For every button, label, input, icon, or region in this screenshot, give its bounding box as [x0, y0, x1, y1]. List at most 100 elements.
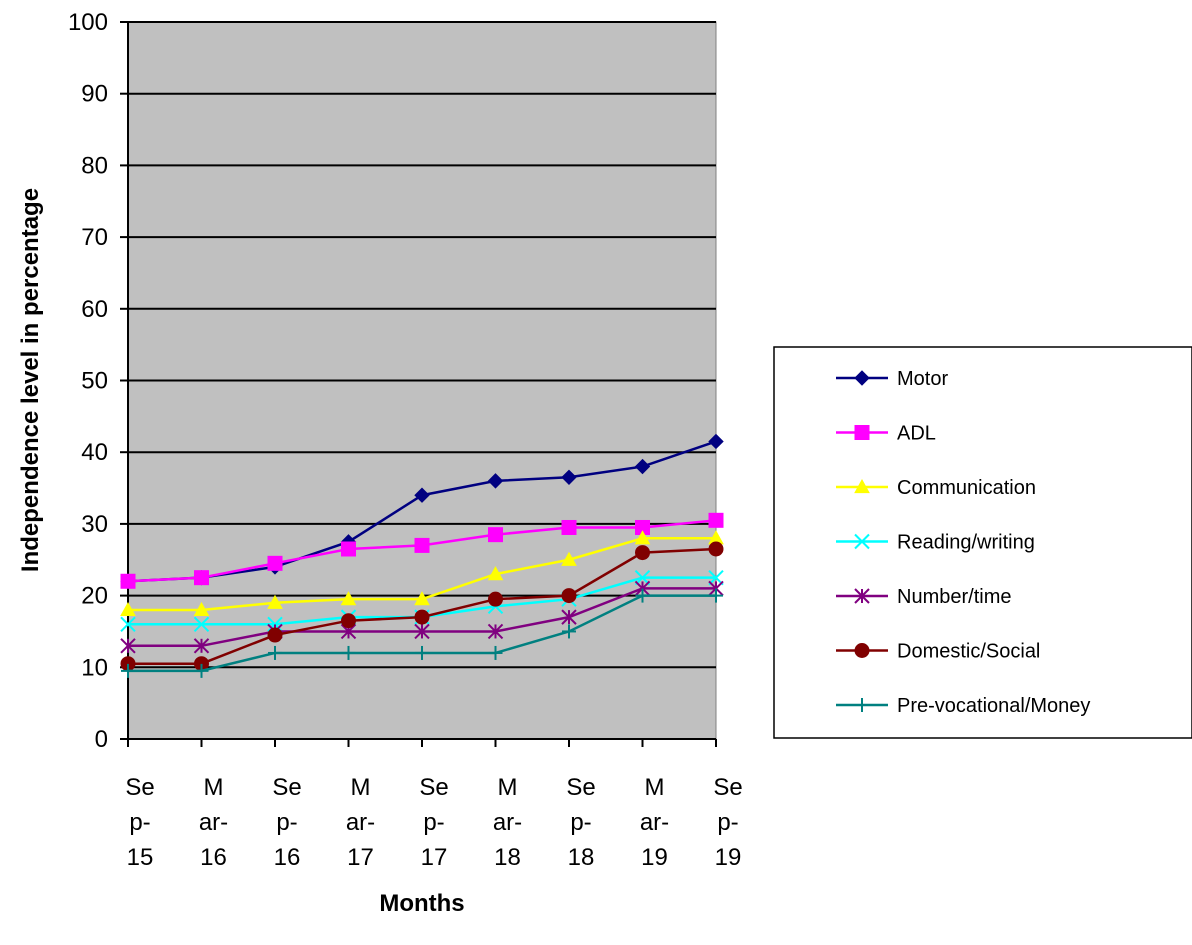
x-tick-label: p-: [423, 809, 444, 836]
data-point: [854, 643, 870, 658]
x-tick-label: 15: [127, 844, 154, 871]
data-point: [708, 569, 724, 586]
x-tick-label: Se: [713, 774, 742, 801]
data-point: [488, 527, 503, 543]
data-point: [268, 645, 282, 660]
data-point: [854, 370, 870, 386]
data-point: [120, 601, 136, 617]
y-tick-label: 0: [95, 726, 108, 753]
x-tick-label: 16: [200, 844, 227, 871]
y-tick-label: 40: [81, 439, 108, 466]
data-point: [414, 623, 430, 640]
data-point: [414, 487, 430, 503]
data-point: [341, 541, 356, 557]
legend-item: Motor: [836, 368, 948, 390]
data-point: [487, 623, 504, 640]
x-tick-label: p-: [276, 809, 297, 836]
data-point: [120, 616, 136, 632]
legend-item: Number/time: [836, 586, 1011, 608]
legend-items: Motor ADL Communication Reading/writing Numb…: [836, 368, 1090, 717]
legend-item: ADL: [836, 423, 936, 445]
data-point: [635, 545, 650, 561]
x-tick-label: ar-: [640, 809, 669, 836]
x-tick-label: ar-: [493, 809, 522, 836]
gridlines: [128, 21, 716, 669]
x-tick-label: 17: [421, 844, 448, 871]
series-communication: [120, 530, 724, 617]
data-point: [561, 469, 577, 486]
x-tick-label: 19: [715, 844, 742, 871]
legend-label: Pre-vocational/Money: [897, 695, 1090, 717]
y-tick-label: 80: [81, 152, 108, 179]
data-point: [267, 627, 283, 643]
series-number-time: [120, 580, 724, 654]
axes: [120, 21, 717, 747]
x-tick-label: ar-: [346, 809, 375, 836]
data-point: [488, 645, 503, 660]
data-point: [708, 541, 724, 557]
data-point: [561, 551, 577, 566]
x-tick-label: Se: [566, 774, 595, 801]
x-tick-label: M: [351, 774, 371, 801]
data-point: [854, 425, 870, 440]
x-tick-label: 17: [347, 844, 374, 871]
series-domestic-social: [120, 541, 724, 672]
y-tick-label: 70: [81, 224, 108, 251]
data-point: [487, 566, 504, 581]
data-point: [634, 569, 651, 586]
x-tick-labels: Se p- 15 Mar- 16 Se p- 16 Mar- 17 Se p- 17 Mar- 18 Se p-…: [125, 774, 742, 871]
legend-label: Communication: [897, 477, 1036, 499]
legend-label: Motor: [897, 368, 948, 390]
legend-label: Number/time: [897, 586, 1011, 608]
series-adl: [120, 512, 724, 589]
y-tick-label: 10: [81, 654, 108, 681]
data-point: [121, 663, 135, 678]
y-tick-label: 100: [68, 9, 108, 36]
legend-label: ADL: [897, 423, 936, 445]
data-point: [635, 588, 650, 603]
legend: Motor ADL Communication Reading/writing Numb…: [773, 346, 1192, 739]
y-tick-label: 30: [81, 511, 108, 538]
data-point: [120, 638, 136, 654]
data-point: [561, 609, 577, 625]
legend-item: Pre-vocational/Money: [836, 695, 1090, 717]
x-tick-label: p-: [570, 809, 591, 836]
data-point: [854, 533, 870, 550]
data-point: [120, 573, 136, 589]
data-point: [854, 478, 870, 494]
data-point: [193, 638, 210, 654]
y-tick-label: 20: [81, 583, 108, 610]
data-point: [414, 537, 430, 553]
legend-label: Reading/writing: [897, 532, 1035, 554]
data-point: [194, 570, 209, 586]
x-tick-label: M: [498, 774, 518, 801]
data-point: [193, 616, 210, 632]
y-tick-label: 90: [81, 81, 108, 108]
data-point: [414, 591, 430, 606]
y-tick-labels: 0 10 20 30 40 50 60 70 80 90 100: [68, 9, 108, 753]
data-point: [709, 588, 723, 603]
data-point: [562, 624, 576, 639]
data-point: [855, 698, 869, 712]
data-point: [193, 601, 210, 617]
data-point: [634, 530, 651, 545]
data-point: [415, 645, 429, 660]
legend-label: Domestic/Social: [897, 641, 1040, 663]
data-point: [561, 519, 577, 535]
x-tick-label: Se: [125, 774, 154, 801]
x-axis-title: Months: [379, 890, 464, 917]
x-tick-label: 16: [274, 844, 301, 871]
data-point: [708, 433, 724, 450]
data-point: [488, 591, 503, 607]
x-tick-label: M: [645, 774, 665, 801]
x-tick-label: Se: [272, 774, 301, 801]
data-point: [561, 588, 577, 604]
data-point: [487, 473, 504, 489]
data-point: [414, 609, 430, 625]
series-pre-vocational-money: [121, 588, 723, 678]
y-axis-title: Independence level in percentage: [17, 188, 44, 572]
y-tick-label: 50: [81, 368, 108, 395]
x-tick-label: 18: [568, 844, 595, 871]
data-point: [267, 594, 283, 609]
